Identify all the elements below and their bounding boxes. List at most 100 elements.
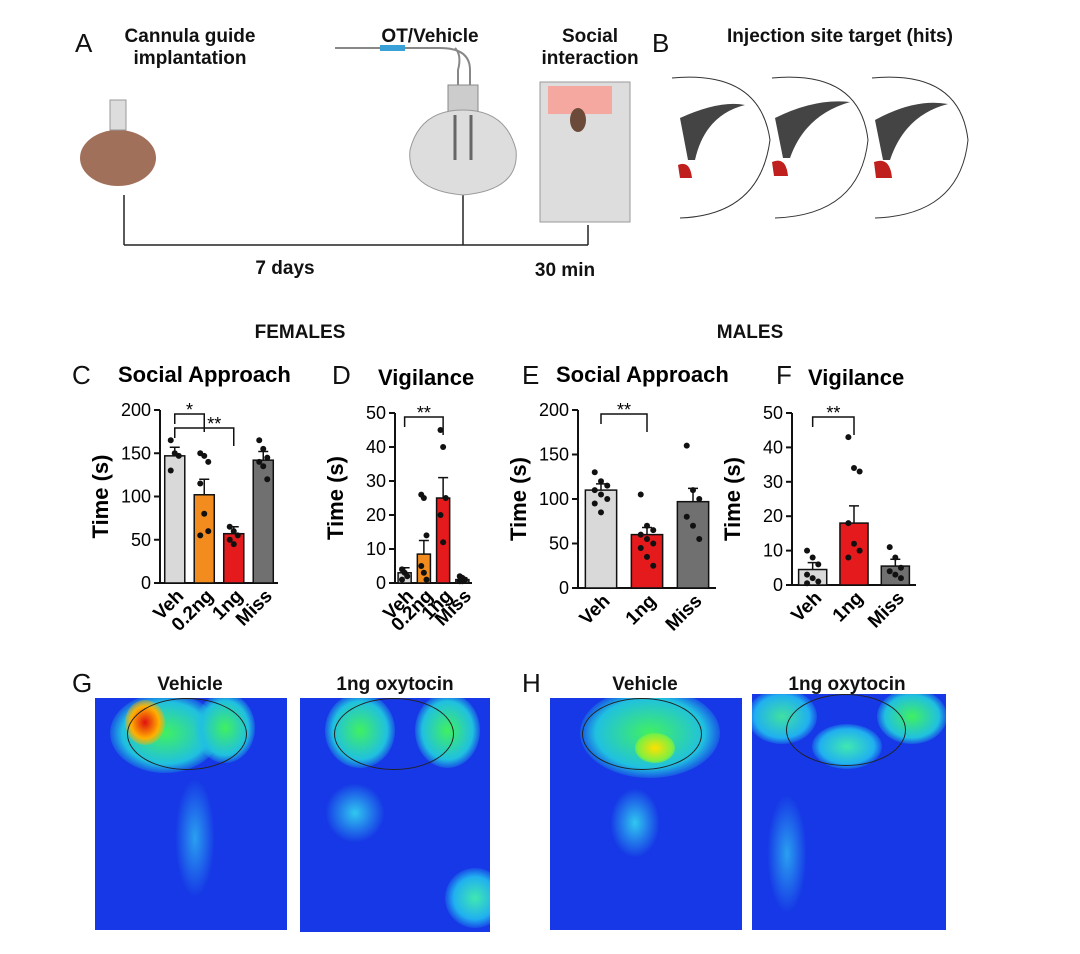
heatmap-title: Vehicle <box>612 674 678 695</box>
data-point <box>809 575 816 582</box>
heatmap <box>95 698 287 930</box>
data-point <box>226 536 233 543</box>
y-tick-label: 30 <box>366 471 386 491</box>
data-point <box>851 465 857 472</box>
data-point <box>598 509 604 516</box>
cannula-illustration <box>109 99 127 131</box>
data-point <box>234 532 241 539</box>
group-label: MALES <box>716 322 784 343</box>
data-point <box>856 468 863 475</box>
heatmap <box>752 694 946 930</box>
data-point <box>845 520 852 527</box>
data-point <box>644 536 650 543</box>
data-point <box>404 573 411 580</box>
ventricle <box>875 102 948 160</box>
data-point <box>399 576 406 583</box>
data-point <box>886 568 893 575</box>
mouse-illustration <box>570 108 586 132</box>
y-tick-label: 0 <box>141 573 151 593</box>
x-tick-label: 1ng <box>622 591 661 630</box>
y-tick-label: 100 <box>539 489 569 509</box>
data-point <box>201 510 208 517</box>
y-axis-label: Time (s) <box>323 456 348 540</box>
panel-title: Injection site target (hits) <box>727 26 953 47</box>
data-point <box>598 491 604 498</box>
x-tick-label: 1ng <box>829 588 868 627</box>
data-point <box>650 540 657 547</box>
data-point <box>256 458 263 465</box>
y-tick-label: 10 <box>763 541 783 561</box>
data-point <box>809 554 816 561</box>
y-tick-label: 0 <box>376 573 386 593</box>
panel-label: G <box>72 668 93 698</box>
x-tick-label: Veh <box>576 591 615 630</box>
step-label: OT/Vehicle <box>381 26 479 47</box>
section-outline <box>871 76 969 219</box>
data-point <box>197 480 204 487</box>
y-tick-label: 20 <box>366 505 386 525</box>
chart-title: Social Approach <box>556 362 729 387</box>
y-tick-label: 0 <box>559 578 569 598</box>
data-point <box>604 496 611 502</box>
bar <box>584 489 618 589</box>
data-point <box>260 445 267 452</box>
x-tick-label: Miss <box>864 588 909 633</box>
error-bar <box>438 476 449 498</box>
y-tick-label: 200 <box>121 400 151 420</box>
data-point <box>598 478 604 485</box>
data-point <box>437 512 444 518</box>
significance-label: ** <box>417 403 431 423</box>
data-point <box>260 463 267 470</box>
data-point <box>683 442 690 449</box>
bar <box>676 500 710 589</box>
section-outline <box>771 76 869 219</box>
y-tick-label: 150 <box>539 445 569 465</box>
data-point <box>856 547 863 554</box>
bar <box>630 533 664 589</box>
panel-label: A <box>75 28 93 58</box>
significance-label: ** <box>617 400 631 420</box>
data-point <box>440 444 447 450</box>
chart-title: Vigilance <box>808 365 904 390</box>
y-tick-label: 0 <box>773 575 783 595</box>
data-point <box>644 522 650 529</box>
injection-hit <box>678 163 692 178</box>
data-point <box>637 544 644 551</box>
data-point <box>442 495 449 501</box>
data-point <box>459 578 466 585</box>
y-tick-label: 50 <box>366 403 386 423</box>
panel-label: F <box>776 360 792 390</box>
bar <box>252 459 275 584</box>
data-point <box>637 531 644 538</box>
bar <box>839 522 869 586</box>
y-axis-label: Time (s) <box>88 455 113 539</box>
y-tick-label: 40 <box>366 437 386 457</box>
significance-bracket <box>174 427 235 446</box>
ventricle <box>775 101 850 158</box>
syringe-illustration <box>380 45 405 51</box>
data-point <box>650 562 657 569</box>
data-point <box>851 540 857 547</box>
section-outline <box>671 76 771 219</box>
group-label: FEMALES <box>254 322 346 343</box>
data-point <box>897 575 904 582</box>
data-point <box>205 458 212 465</box>
data-point <box>815 561 822 568</box>
data-point <box>696 536 703 543</box>
heatmap-title: 1ng oxytocin <box>336 674 454 695</box>
data-point <box>437 427 444 433</box>
data-point <box>230 541 237 548</box>
panel-label: B <box>652 28 670 58</box>
step-label: Cannula guide implantation <box>124 26 256 69</box>
data-point <box>205 528 212 535</box>
data-point <box>804 580 811 587</box>
data-point <box>226 523 233 530</box>
data-point <box>420 495 427 501</box>
data-point <box>264 476 271 483</box>
brain-sections <box>671 76 969 219</box>
y-tick-label: 20 <box>763 506 783 526</box>
data-point <box>650 527 657 534</box>
data-point <box>423 532 430 539</box>
data-point <box>423 576 430 583</box>
